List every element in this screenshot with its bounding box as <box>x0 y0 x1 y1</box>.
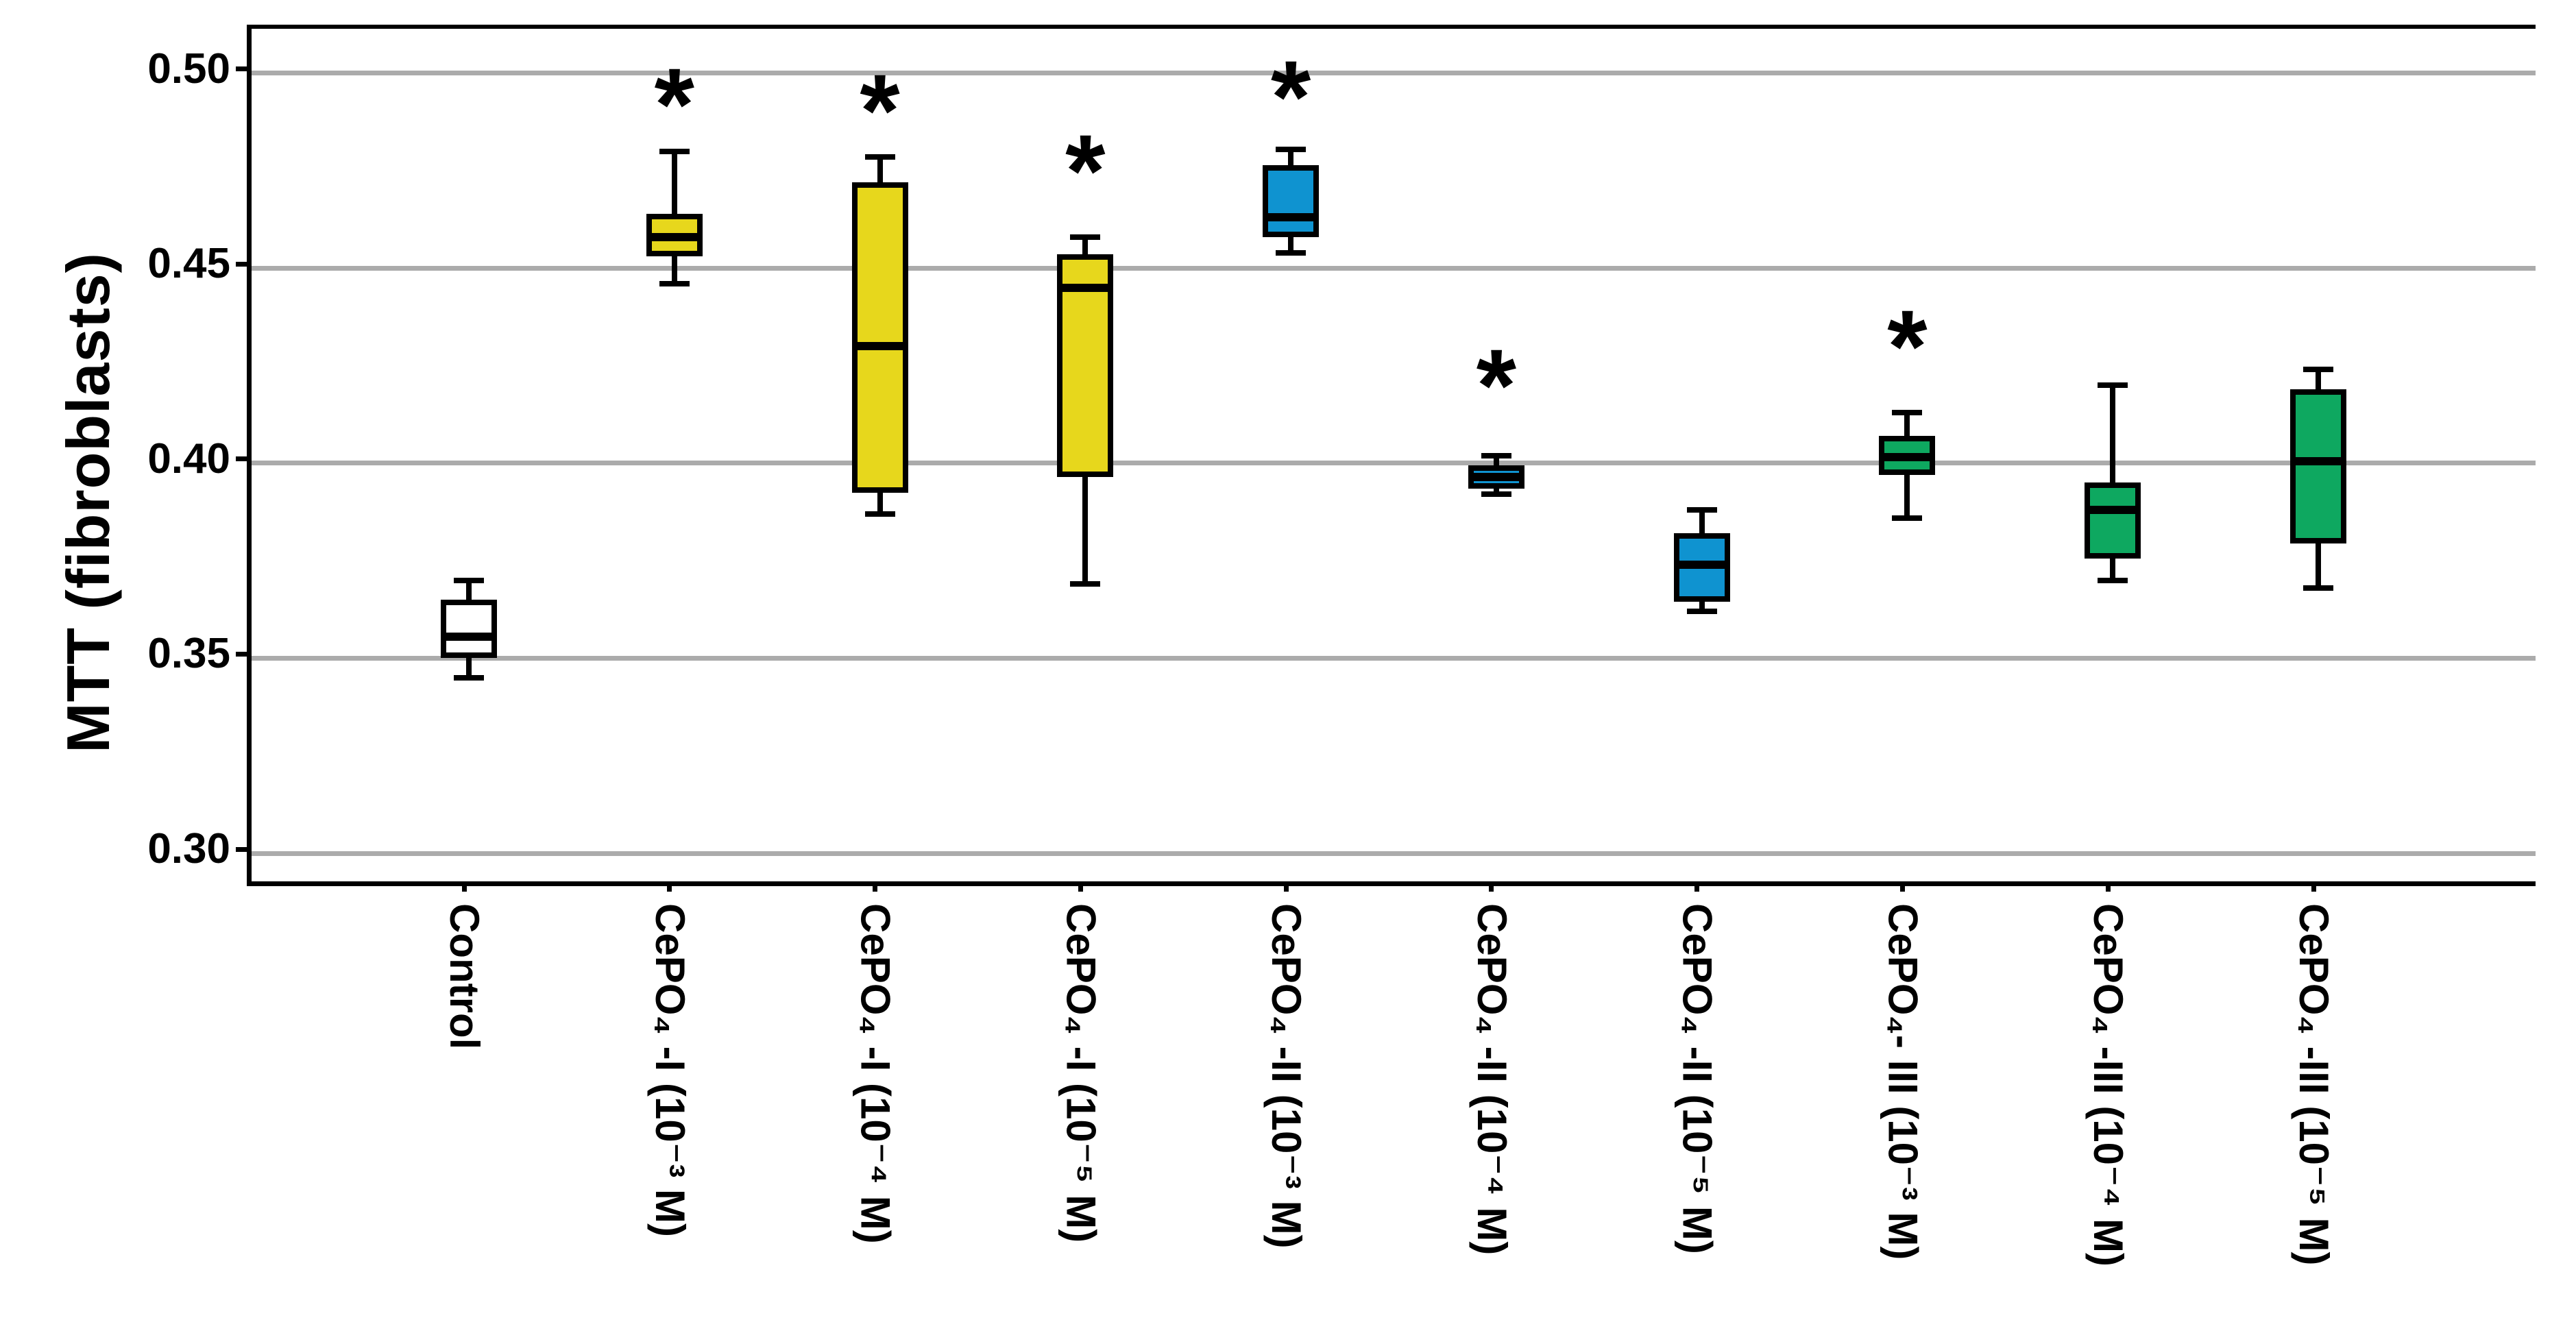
significance-asterisk: * <box>1270 38 1311 154</box>
x-category-label: Control <box>441 903 487 1050</box>
x-axis-tick <box>1899 882 1905 892</box>
x-axis-tick <box>2311 882 2316 892</box>
lower-whisker-cap <box>1892 515 1923 521</box>
y-axis-title: MTT (fibroblasts) <box>54 252 122 753</box>
median-line <box>2085 506 2141 515</box>
x-axis-tick <box>2105 882 2111 892</box>
lower-whisker-cap <box>1481 491 1511 498</box>
x-axis-tick <box>1694 882 1700 892</box>
median-line <box>1468 472 1524 481</box>
box <box>851 182 908 493</box>
upper-whisker <box>466 580 472 600</box>
gridline <box>252 461 2536 466</box>
plot-area: * * * * * * <box>247 25 2536 886</box>
upper-whisker <box>1904 412 1910 437</box>
upper-whisker-cap <box>2098 382 2128 389</box>
y-axis-tick <box>236 261 247 267</box>
gridline <box>252 851 2536 856</box>
gridline <box>252 71 2536 76</box>
lower-whisker-cap <box>1070 581 1101 587</box>
lower-whisker <box>1082 476 1089 585</box>
lower-whisker <box>1493 488 1499 495</box>
median-line <box>441 633 497 641</box>
box <box>2085 482 2141 559</box>
upper-whisker-cap <box>454 577 484 583</box>
lower-whisker <box>2110 559 2116 580</box>
box <box>441 600 497 659</box>
y-axis-tick <box>236 456 247 462</box>
upper-whisker-cap <box>864 154 895 160</box>
upper-whisker-cap <box>2303 367 2333 373</box>
lower-whisker <box>877 492 883 514</box>
upper-whisker-cap <box>1481 452 1511 458</box>
y-axis-tick <box>236 651 247 657</box>
lower-whisker <box>1288 236 1294 253</box>
lower-whisker-cap <box>1276 249 1307 256</box>
lower-whisker <box>466 658 472 678</box>
box <box>2290 389 2346 543</box>
x-axis-tick <box>873 882 878 892</box>
median-line <box>1263 213 1320 222</box>
y-tick-label: 0.35 <box>147 630 230 678</box>
x-category-label: CePO₄ -I (10⁻³ M) <box>646 903 693 1237</box>
lower-whisker <box>671 256 677 284</box>
upper-whisker <box>2316 369 2321 389</box>
lower-whisker-cap <box>659 281 690 287</box>
upper-whisker-cap <box>1276 146 1307 152</box>
x-category-label: CePO₄ -III (10⁻⁴ M) <box>2085 903 2132 1267</box>
lower-whisker-cap <box>2098 577 2128 583</box>
upper-whisker <box>1288 149 1294 165</box>
significance-asterisk: * <box>1476 328 1517 443</box>
y-tick-label: 0.30 <box>147 825 230 873</box>
x-axis-tick <box>1283 882 1289 892</box>
significance-asterisk: * <box>654 47 694 162</box>
x-category-label: CePO₄- III (10⁻³ M) <box>1880 903 1926 1260</box>
x-axis-tick <box>461 882 467 892</box>
upper-whisker <box>671 151 677 214</box>
x-axis-tick <box>667 882 672 892</box>
gridline <box>252 265 2536 271</box>
lower-whisker <box>1699 601 1705 612</box>
upper-whisker <box>2110 385 2116 483</box>
x-category-label: CePO₄ -II (10⁻³ M) <box>1263 903 1310 1249</box>
median-line <box>2290 457 2346 466</box>
x-category-label: CePO₄ -II (10⁻⁵ M) <box>1674 903 1721 1254</box>
y-axis-tick <box>236 846 247 852</box>
x-axis-tick <box>1489 882 1494 892</box>
upper-whisker <box>877 157 883 183</box>
upper-whisker-cap <box>1070 234 1101 240</box>
median-line <box>1673 560 1730 569</box>
median-line <box>646 232 703 241</box>
upper-whisker-cap <box>659 148 690 154</box>
lower-whisker-cap <box>2303 585 2333 591</box>
upper-whisker-cap <box>1686 507 1717 513</box>
upper-whisker-cap <box>1892 409 1923 415</box>
upper-whisker <box>1699 510 1705 534</box>
y-tick-label: 0.45 <box>147 240 230 288</box>
significance-asterisk: * <box>1887 289 1928 404</box>
median-line <box>851 342 908 351</box>
median-line <box>1879 453 1936 462</box>
x-category-label: CePO₄ -III (10⁻⁵ M) <box>2291 903 2337 1266</box>
upper-whisker <box>1082 236 1089 255</box>
y-tick-label: 0.50 <box>147 45 230 93</box>
x-axis-tick <box>1078 882 1083 892</box>
median-line <box>1057 283 1114 292</box>
lower-whisker <box>1904 475 1910 518</box>
significance-asterisk: * <box>860 52 900 168</box>
x-category-label: CePO₄ -I (10⁻⁴ M) <box>852 903 899 1244</box>
box <box>1263 164 1320 237</box>
lower-whisker-cap <box>864 511 895 517</box>
gridline <box>252 655 2536 661</box>
y-tick-label: 0.40 <box>147 435 230 482</box>
upper-whisker <box>1493 455 1499 465</box>
significance-asterisk: * <box>1065 113 1106 229</box>
lower-whisker <box>2316 543 2321 589</box>
y-axis-tick <box>236 66 247 72</box>
lower-whisker-cap <box>454 674 484 681</box>
x-category-label: CePO₄ -I (10⁻⁵ M) <box>1058 903 1104 1243</box>
x-category-label: CePO₄ -II (10⁻⁴ M) <box>1468 903 1515 1256</box>
lower-whisker-cap <box>1686 609 1717 615</box>
